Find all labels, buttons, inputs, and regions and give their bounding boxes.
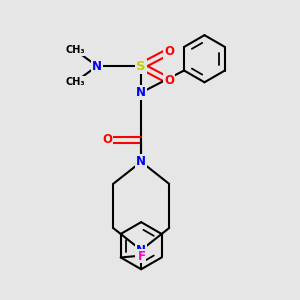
Text: O: O — [102, 133, 112, 146]
Text: F: F — [137, 250, 146, 262]
Text: O: O — [164, 45, 174, 58]
Text: N: N — [92, 60, 102, 73]
Text: CH₃: CH₃ — [65, 77, 85, 87]
Text: N: N — [136, 155, 146, 168]
Text: N: N — [136, 244, 146, 256]
Text: S: S — [136, 60, 146, 73]
Text: O: O — [164, 74, 174, 87]
Text: CH₃: CH₃ — [65, 45, 85, 55]
Text: N: N — [136, 86, 146, 99]
